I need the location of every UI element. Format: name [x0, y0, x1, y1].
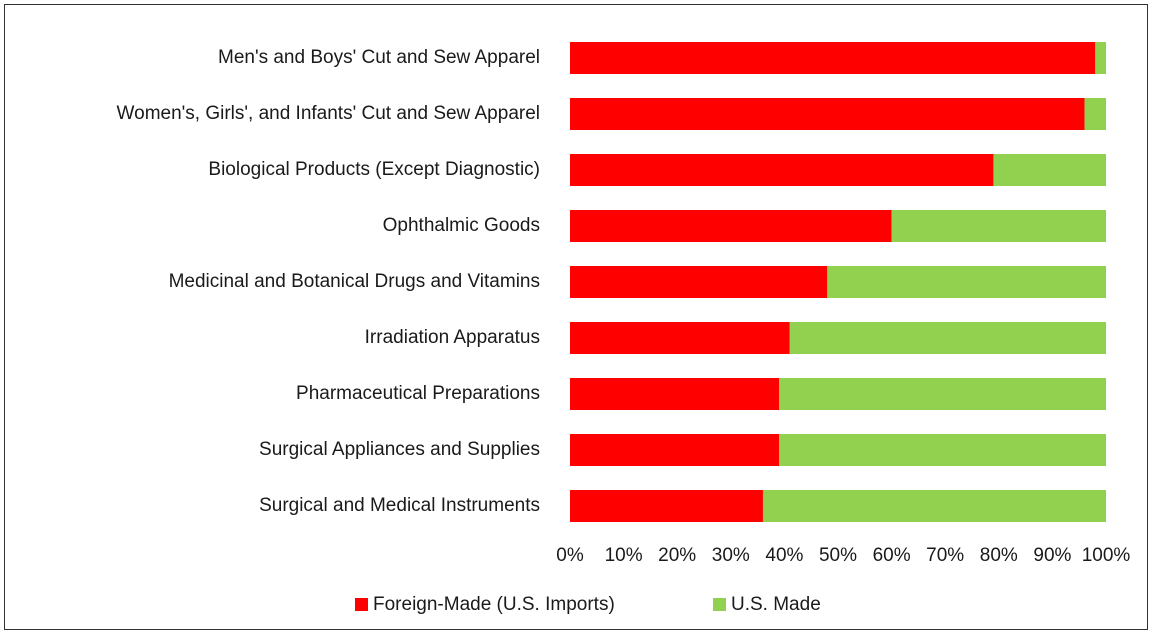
x-tick-label: 20%	[658, 545, 696, 566]
bar	[891, 210, 1106, 242]
bar	[762, 490, 1106, 522]
y-tick-label: Medicinal and Botanical Drugs and Vitami…	[169, 271, 540, 292]
y-tick-label: Biological Products (Except Diagnostic)	[208, 159, 540, 180]
x-tick-label: 100%	[1082, 545, 1131, 566]
legend-swatch	[355, 598, 368, 611]
bar	[570, 210, 892, 242]
y-tick-label: Pharmaceutical Preparations	[296, 383, 540, 404]
x-tick-label: 60%	[873, 545, 911, 566]
bar	[789, 322, 1106, 354]
bar	[570, 42, 1096, 74]
y-tick-label: Irradiation Apparatus	[365, 327, 540, 348]
x-tick-label: 10%	[605, 545, 643, 566]
bar	[827, 266, 1106, 298]
y-tick-label: Surgical Appliances and Supplies	[259, 439, 540, 460]
x-tick-label: 40%	[765, 545, 803, 566]
y-tick-label: Women's, Girls', and Infants' Cut and Se…	[117, 103, 540, 124]
bar	[779, 378, 1106, 410]
y-tick-label: Ophthalmic Goods	[383, 215, 540, 236]
x-tick-label: 50%	[819, 545, 857, 566]
bar	[570, 322, 790, 354]
bar	[993, 154, 1106, 186]
y-tick-label: Men's and Boys' Cut and Sew Apparel	[218, 47, 540, 68]
bar	[570, 490, 763, 522]
bar	[570, 434, 780, 466]
bar	[1095, 42, 1106, 74]
bar	[570, 98, 1085, 130]
bar	[779, 434, 1106, 466]
legend-label: Foreign-Made (U.S. Imports)	[373, 594, 615, 615]
x-tick-label: 70%	[926, 545, 964, 566]
x-tick-label: 90%	[1033, 545, 1071, 566]
legend-label: U.S. Made	[731, 594, 821, 615]
bar	[570, 378, 780, 410]
bar	[570, 154, 994, 186]
x-tick-label: 0%	[556, 545, 584, 566]
legend-swatch	[713, 598, 726, 611]
bar	[570, 266, 828, 298]
x-tick-label: 30%	[712, 545, 750, 566]
y-tick-label: Surgical and Medical Instruments	[259, 495, 540, 516]
x-tick-label: 80%	[980, 545, 1018, 566]
bar	[1084, 98, 1106, 130]
